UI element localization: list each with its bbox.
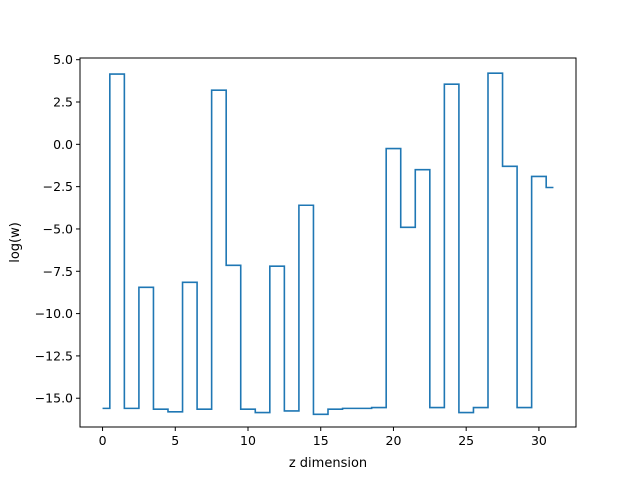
series-line-0 (102, 72, 554, 416)
x-tick-label: 25 (458, 433, 474, 448)
x-tick-label: 15 (313, 433, 329, 448)
y-tick-label: 5.0 (53, 52, 73, 67)
plot-layer (102, 72, 554, 416)
y-tick-label: −10.0 (35, 306, 73, 321)
y-tick-label: −12.5 (35, 348, 73, 363)
x-tick-label: 10 (240, 433, 256, 448)
x-tick-label: 20 (386, 433, 402, 448)
x-axis-label: z dimension (289, 456, 367, 471)
y-tick-label: 2.5 (53, 95, 73, 110)
y-tick-label: 0.0 (53, 137, 73, 152)
y-tick-label: −5.0 (43, 221, 73, 236)
y-tick-label: −15.0 (35, 391, 73, 406)
plot-area-frame (79, 57, 577, 428)
x-axis: 0 5 10 15 20 25 30 (99, 427, 547, 448)
y-axis-label: log(w) (8, 222, 23, 263)
x-tick-label: 30 (531, 433, 547, 448)
y-tick-label: −2.5 (43, 179, 73, 194)
y-tick-label: −7.5 (43, 264, 73, 279)
x-tick-label: 0 (99, 433, 107, 448)
y-axis: 5.0 2.5 0.0 −2.5 −5.0 −7.5 −10.0 −12.5 −15.0 (35, 52, 80, 406)
x-tick-label: 5 (171, 433, 179, 448)
